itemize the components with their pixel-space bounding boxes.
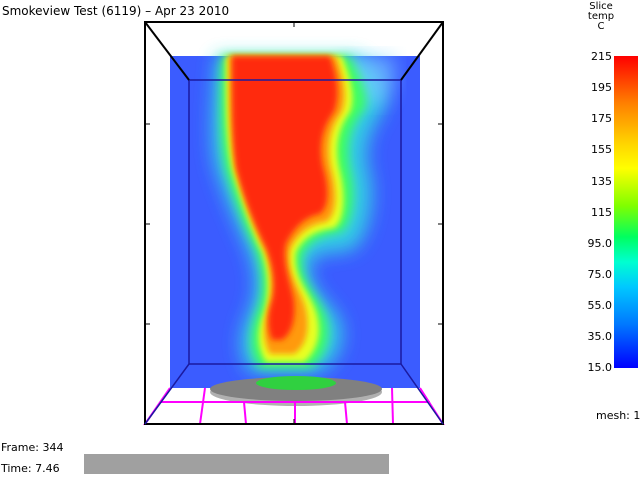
colorbar-title-line-3: C xyxy=(597,21,605,32)
colorbar-tick: 75.0 xyxy=(587,268,613,281)
colorbar-title-line-2: temp xyxy=(587,11,615,22)
frame-ticks xyxy=(145,22,443,424)
mesh-label: mesh: 1 xyxy=(596,409,640,422)
burner xyxy=(210,376,382,406)
time-slider-bar[interactable] xyxy=(84,454,389,474)
colorbar-tick: 55.0 xyxy=(587,299,613,312)
window-title: Smokeview Test (6119) – Apr 23 2010 xyxy=(2,4,230,18)
colorbar-tick: 135 xyxy=(591,175,612,188)
colorbar-tick: 115 xyxy=(591,206,612,219)
fire-plume xyxy=(212,56,396,372)
colorbar-tick: 155 xyxy=(591,143,612,156)
colorbar-tick: 95.0 xyxy=(587,237,613,250)
colorbar-title-line-1: Slice xyxy=(589,1,613,12)
colorbar-tick: 15.0 xyxy=(587,361,613,374)
time-label: Time: 7.46 xyxy=(1,462,60,475)
frame-label: Frame: 344 xyxy=(1,441,64,454)
colorbar-tick: 175 xyxy=(591,112,612,125)
colorbar-tick: 195 xyxy=(591,81,612,94)
colorbar-tick: 35.0 xyxy=(587,330,613,343)
colorbar xyxy=(614,56,638,368)
colorbar-tick: 215 xyxy=(591,50,612,63)
